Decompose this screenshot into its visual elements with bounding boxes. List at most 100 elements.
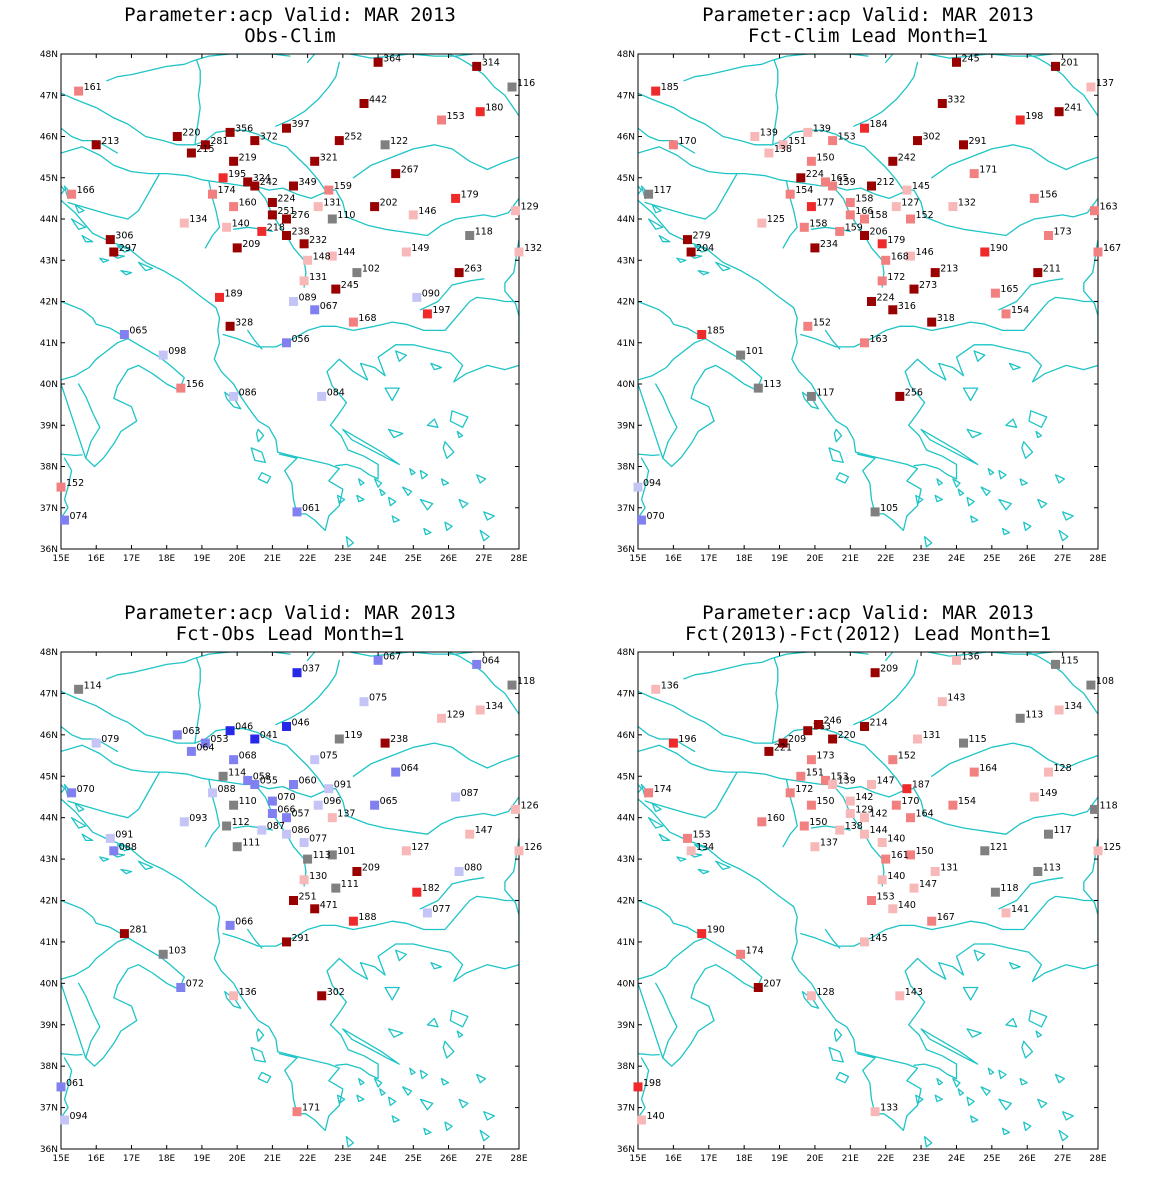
station-marker	[1044, 829, 1053, 839]
coastline-21	[61, 899, 126, 937]
lon-tick-label: 26E	[1019, 1154, 1036, 1164]
station-value-label: 140	[887, 834, 905, 845]
station-value-label: 281	[129, 925, 147, 936]
coastline-10	[275, 61, 340, 127]
coastline-14	[800, 296, 1098, 348]
station-marker	[683, 235, 692, 245]
island-7	[426, 418, 439, 428]
island-15	[391, 515, 400, 523]
station-marker	[250, 780, 260, 789]
station-value-label: 057	[292, 809, 310, 820]
station-value-label: 105	[880, 503, 898, 514]
station-marker	[222, 821, 232, 831]
island-20	[444, 521, 453, 532]
island-18	[1037, 498, 1048, 509]
station-marker	[327, 251, 337, 261]
lon-tick-label: 26E	[440, 1154, 457, 1164]
lon-tick-label: 27E	[1054, 554, 1071, 564]
lon-tick-label: 15E	[52, 554, 69, 564]
station-marker	[243, 177, 253, 187]
island-38	[658, 234, 671, 243]
coastline-16	[644, 172, 738, 220]
station-marker	[867, 896, 876, 905]
lat-tick-label: 41N	[40, 339, 58, 349]
station-marker	[327, 813, 337, 823]
station-value-label: 117	[1054, 825, 1072, 836]
lon-tick-label: 18E	[158, 1154, 175, 1164]
station-marker	[906, 850, 915, 860]
lon-tick-label: 24E	[370, 554, 387, 564]
station-marker	[860, 123, 869, 133]
lon-tick-label: 20E	[806, 554, 823, 564]
island-13	[980, 1086, 991, 1096]
island-40	[651, 802, 662, 813]
station-marker	[67, 189, 77, 199]
island-36	[697, 269, 710, 276]
station-value-label: 060	[299, 776, 317, 787]
panel-title: Parameter:acp Valid: MAR 2013	[702, 602, 1034, 624]
station-value-label: 174	[746, 945, 764, 956]
station-marker	[1033, 867, 1043, 876]
coastline-20	[61, 937, 185, 1067]
station-marker	[303, 255, 313, 265]
station-marker	[267, 809, 277, 818]
station-value-label: 132	[524, 243, 542, 254]
station-marker	[637, 1115, 646, 1125]
station-value-label: 153	[447, 111, 465, 122]
coastline-1	[326, 943, 519, 1080]
station-value-label: 084	[327, 387, 345, 398]
station-marker	[845, 809, 855, 818]
coastline-13	[306, 54, 316, 63]
station-value-label: 077	[432, 904, 450, 915]
station-marker	[1093, 247, 1103, 257]
island-11	[430, 961, 443, 970]
lon-tick-label: 25E	[405, 1154, 422, 1164]
coastline-23	[638, 453, 660, 457]
coastline-16	[644, 771, 738, 819]
station-marker	[806, 202, 816, 212]
station-value-label: 158	[809, 218, 827, 229]
station-marker	[785, 788, 795, 798]
station-marker	[778, 140, 788, 150]
island-6	[384, 387, 400, 402]
station-marker	[250, 734, 260, 744]
station-marker	[906, 214, 915, 224]
station-marker	[454, 867, 464, 876]
station-marker	[250, 136, 260, 146]
island-32	[693, 245, 710, 253]
island-35	[137, 261, 154, 272]
station-marker	[828, 734, 838, 744]
station-value-label: 136	[962, 651, 980, 662]
station-marker	[757, 817, 767, 827]
station-marker	[913, 136, 922, 146]
lat-tick-label: 43N	[40, 855, 58, 865]
station-value-label: 224	[806, 169, 824, 180]
lat-tick-label: 37N	[40, 1104, 58, 1114]
island-17	[476, 1073, 487, 1084]
coastline-17	[61, 725, 119, 753]
island-12	[373, 1077, 383, 1088]
station-marker	[909, 284, 919, 294]
station-value-label: 209	[788, 734, 806, 745]
lon-tick-label: 18E	[158, 554, 175, 564]
island-4	[920, 428, 979, 466]
lat-tick-label: 40N	[40, 380, 58, 390]
island-1	[255, 1028, 265, 1042]
station-value-label: 116	[517, 78, 535, 89]
station-marker	[172, 730, 182, 740]
coastline-19	[352, 144, 519, 179]
station-value-label: 103	[168, 945, 186, 956]
island-16	[1001, 1127, 1011, 1136]
station-value-label: 066	[277, 805, 295, 816]
station-marker	[948, 202, 958, 212]
station-marker	[1033, 268, 1043, 278]
station-value-label: 179	[461, 189, 479, 200]
station-value-label: 185	[707, 326, 725, 337]
coastline-23	[638, 1053, 660, 1056]
station-value-label: 397	[292, 119, 310, 130]
station-value-label: 112	[232, 817, 250, 828]
station-value-label: 349	[299, 177, 317, 188]
island-16	[1001, 527, 1011, 536]
